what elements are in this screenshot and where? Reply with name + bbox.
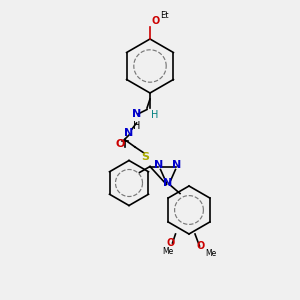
Text: O: O xyxy=(167,238,175,248)
Text: O: O xyxy=(197,241,205,251)
Text: Me: Me xyxy=(206,250,217,259)
Text: H: H xyxy=(133,121,140,131)
Text: N: N xyxy=(124,128,134,139)
Text: H: H xyxy=(152,110,159,119)
Text: N: N xyxy=(172,160,182,170)
Text: N: N xyxy=(164,178,172,188)
Text: O: O xyxy=(152,16,160,26)
Text: S: S xyxy=(142,152,149,163)
Text: O: O xyxy=(115,139,125,149)
Text: Et: Et xyxy=(160,11,169,20)
Text: Me: Me xyxy=(162,247,173,256)
Text: N: N xyxy=(154,160,164,170)
Text: N: N xyxy=(132,109,141,119)
